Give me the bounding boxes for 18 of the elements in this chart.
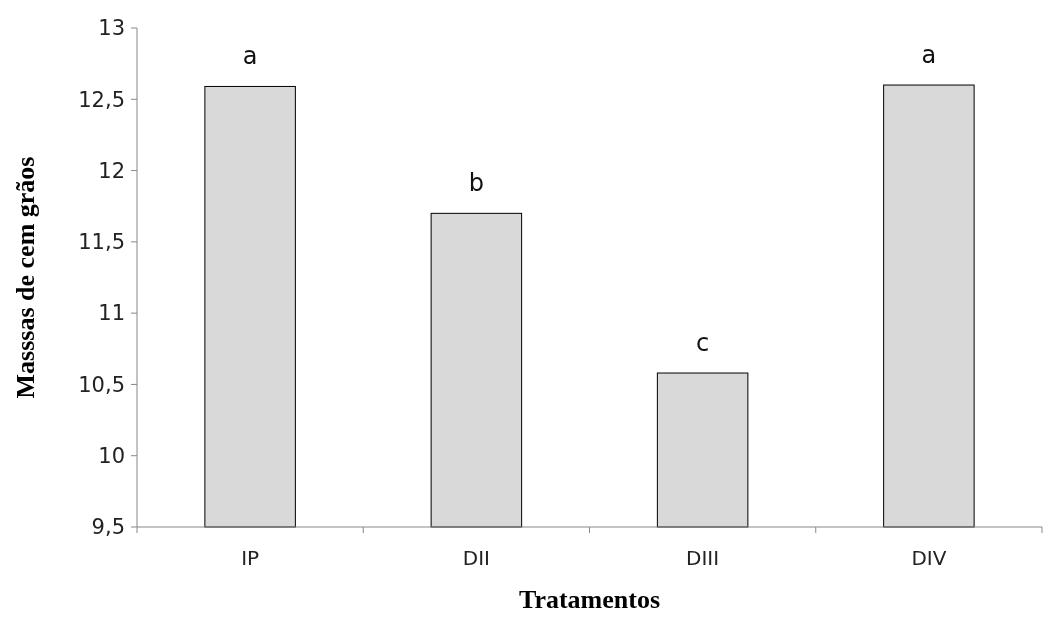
- y-tick-label: 10: [98, 444, 125, 469]
- annotation: a: [921, 41, 937, 70]
- y-axis-title: Masssas de cem grãos: [11, 156, 40, 399]
- y-tick-label: 10,5: [78, 372, 125, 397]
- y-tick-label: 13: [98, 16, 125, 41]
- x-tick-label: DIV: [911, 546, 947, 570]
- annotation: c: [696, 329, 710, 358]
- x-tick-label: DIII: [686, 546, 720, 570]
- y-tick-label: 11: [98, 301, 125, 326]
- y-tick-label: 12: [98, 158, 125, 183]
- annotation: a: [242, 42, 258, 71]
- y-tick-label: 11,5: [78, 230, 125, 255]
- x-tick-label: DII: [462, 546, 490, 570]
- y-tick-label: 12,5: [78, 87, 125, 112]
- x-tick-label: IP: [241, 546, 260, 570]
- y-tick-label: 9,5: [91, 515, 125, 540]
- x-axis-title: Tratamentos: [518, 585, 661, 614]
- annotation: b: [468, 169, 484, 198]
